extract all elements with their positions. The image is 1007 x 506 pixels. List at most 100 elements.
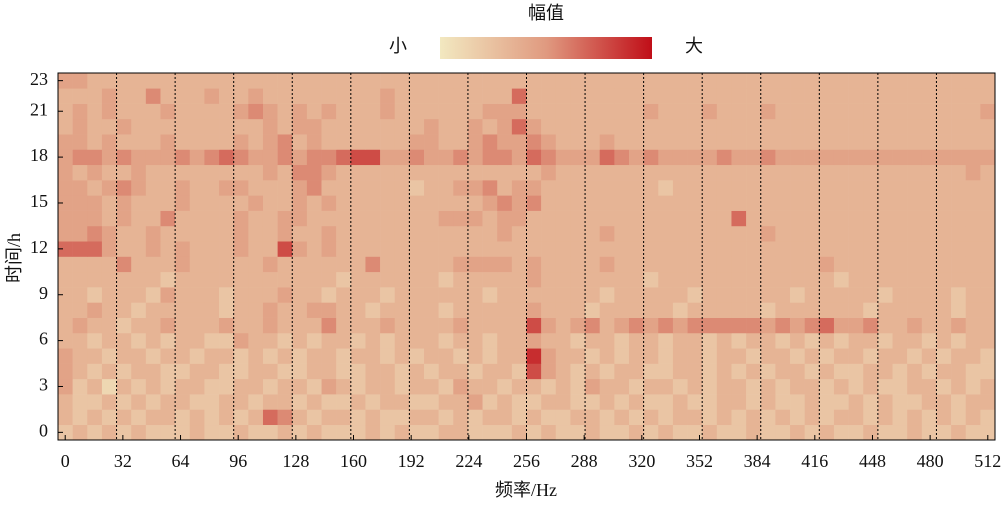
heat-cell bbox=[87, 409, 103, 426]
heat-cell bbox=[570, 225, 586, 242]
heat-cell bbox=[262, 409, 278, 426]
heat-cell bbox=[160, 118, 176, 135]
heat-cell bbox=[599, 348, 615, 364]
heat-cell bbox=[702, 302, 718, 318]
heat-cell bbox=[892, 149, 908, 166]
heat-cell bbox=[365, 134, 381, 150]
heat-cell bbox=[409, 363, 425, 380]
heat-cell bbox=[511, 332, 527, 349]
heat-cell bbox=[790, 424, 805, 441]
heat-cell bbox=[614, 363, 630, 380]
heat-cell bbox=[658, 88, 674, 104]
heat-cell bbox=[453, 302, 469, 318]
heat-cell bbox=[189, 149, 205, 166]
heat-cell bbox=[965, 118, 981, 135]
heat-cell bbox=[907, 88, 923, 104]
heat-cell bbox=[175, 317, 191, 334]
colorbar bbox=[440, 37, 652, 59]
heat-cell bbox=[833, 348, 849, 364]
heat-cell bbox=[731, 195, 747, 211]
heat-cell bbox=[775, 378, 791, 395]
heat-cell bbox=[365, 195, 381, 211]
heat-cell bbox=[511, 210, 527, 227]
x-tick-label: 0 bbox=[61, 451, 70, 471]
heat-cell bbox=[306, 302, 322, 318]
heat-cell bbox=[555, 134, 571, 150]
heat-cell bbox=[292, 256, 308, 273]
heat-cell bbox=[775, 424, 791, 441]
heat-cell bbox=[921, 256, 937, 273]
heat-cell bbox=[262, 256, 278, 273]
heat-cell bbox=[951, 332, 967, 349]
heat-cell bbox=[907, 394, 923, 410]
heat-cell bbox=[819, 256, 835, 273]
heat-cell bbox=[160, 88, 176, 104]
heat-cell bbox=[131, 409, 147, 426]
heat-cell bbox=[453, 348, 469, 364]
heat-cell bbox=[72, 164, 88, 181]
heat-cell bbox=[775, 271, 791, 288]
heat-cell bbox=[409, 302, 425, 318]
heat-cell bbox=[350, 302, 366, 318]
heat-cell bbox=[599, 363, 615, 380]
heat-cell bbox=[585, 195, 601, 211]
y-tick-label: 0 bbox=[39, 420, 48, 440]
heat-cell bbox=[160, 256, 176, 273]
heat-cell bbox=[980, 241, 996, 257]
heat-cell bbox=[833, 73, 849, 89]
heat-cell bbox=[101, 424, 117, 441]
heat-cell bbox=[145, 378, 161, 395]
heat-cell bbox=[907, 241, 923, 257]
heat-cell bbox=[585, 348, 601, 364]
heat-cell bbox=[189, 225, 205, 242]
heat-cell bbox=[760, 302, 776, 318]
heat-cell bbox=[497, 118, 513, 135]
heat-cell bbox=[892, 256, 908, 273]
heat-cell bbox=[672, 149, 688, 166]
heat-cell bbox=[570, 378, 586, 395]
heat-cell bbox=[951, 363, 967, 380]
heat-cell bbox=[262, 73, 278, 89]
heat-cell bbox=[72, 287, 88, 303]
heat-cell bbox=[951, 225, 967, 242]
heat-cell bbox=[409, 378, 425, 395]
heat-cell bbox=[790, 73, 805, 89]
heat-cell bbox=[541, 424, 557, 441]
heat-cell bbox=[233, 424, 249, 441]
heat-cell bbox=[833, 118, 849, 135]
heat-cell bbox=[233, 271, 249, 288]
heat-cell bbox=[658, 164, 674, 181]
heat-cell bbox=[438, 394, 454, 410]
heat-cell bbox=[716, 225, 732, 242]
heat-cell bbox=[672, 164, 688, 181]
heat-cell bbox=[350, 287, 366, 303]
heat-cell bbox=[394, 332, 410, 349]
heat-cell bbox=[746, 378, 762, 395]
heat-cell bbox=[790, 409, 805, 426]
heat-cell bbox=[380, 118, 396, 135]
heat-cell bbox=[702, 409, 718, 426]
heat-cell bbox=[863, 134, 879, 150]
heat-cell bbox=[892, 195, 908, 211]
heat-cell bbox=[116, 103, 132, 120]
heat-cell bbox=[892, 424, 908, 441]
heat-cell bbox=[731, 134, 747, 150]
heat-cell bbox=[424, 287, 439, 303]
heat-cell bbox=[306, 378, 322, 395]
heat-cell bbox=[482, 225, 498, 242]
heat-cell bbox=[175, 88, 191, 104]
heat-cell bbox=[936, 88, 952, 104]
heat-cell bbox=[628, 256, 644, 273]
heat-cell bbox=[965, 271, 981, 288]
heat-cell bbox=[219, 103, 234, 120]
heat-cell bbox=[921, 409, 937, 426]
heat-cell bbox=[424, 409, 439, 426]
heat-cell bbox=[424, 149, 439, 166]
heat-cell bbox=[189, 409, 205, 426]
heat-cell bbox=[87, 287, 103, 303]
heat-cell bbox=[848, 363, 864, 380]
heat-cell bbox=[760, 103, 776, 120]
heat-cell bbox=[936, 149, 952, 166]
heat-cell bbox=[643, 363, 659, 380]
heat-cell bbox=[790, 210, 805, 227]
